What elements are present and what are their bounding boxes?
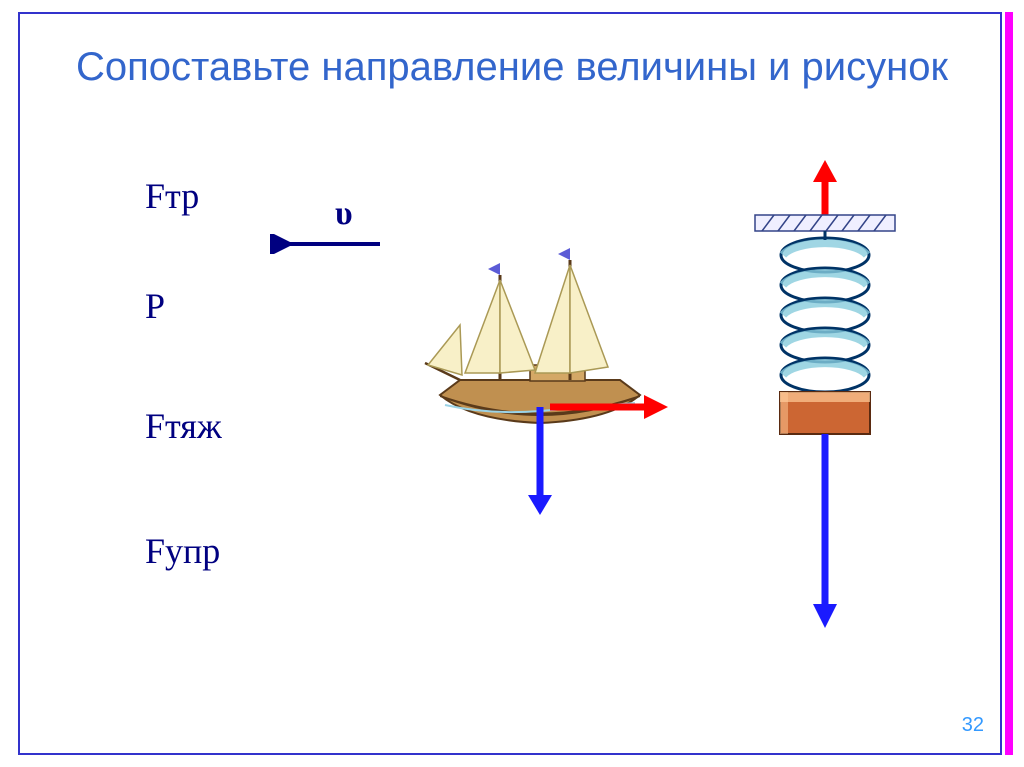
velocity-arrow xyxy=(270,234,390,254)
label-gravity: Fтяж xyxy=(145,405,222,447)
velocity-symbol: υ xyxy=(335,195,353,233)
label-weight: P xyxy=(145,285,165,327)
page-number: 32 xyxy=(962,714,984,737)
slide-title: Сопоставьте направление величины и рисун… xyxy=(60,45,964,90)
label-friction: Fтр xyxy=(145,175,199,217)
spring-diagram xyxy=(720,160,930,630)
ship-diagram xyxy=(410,245,670,515)
label-elastic: Fупр xyxy=(145,530,220,572)
